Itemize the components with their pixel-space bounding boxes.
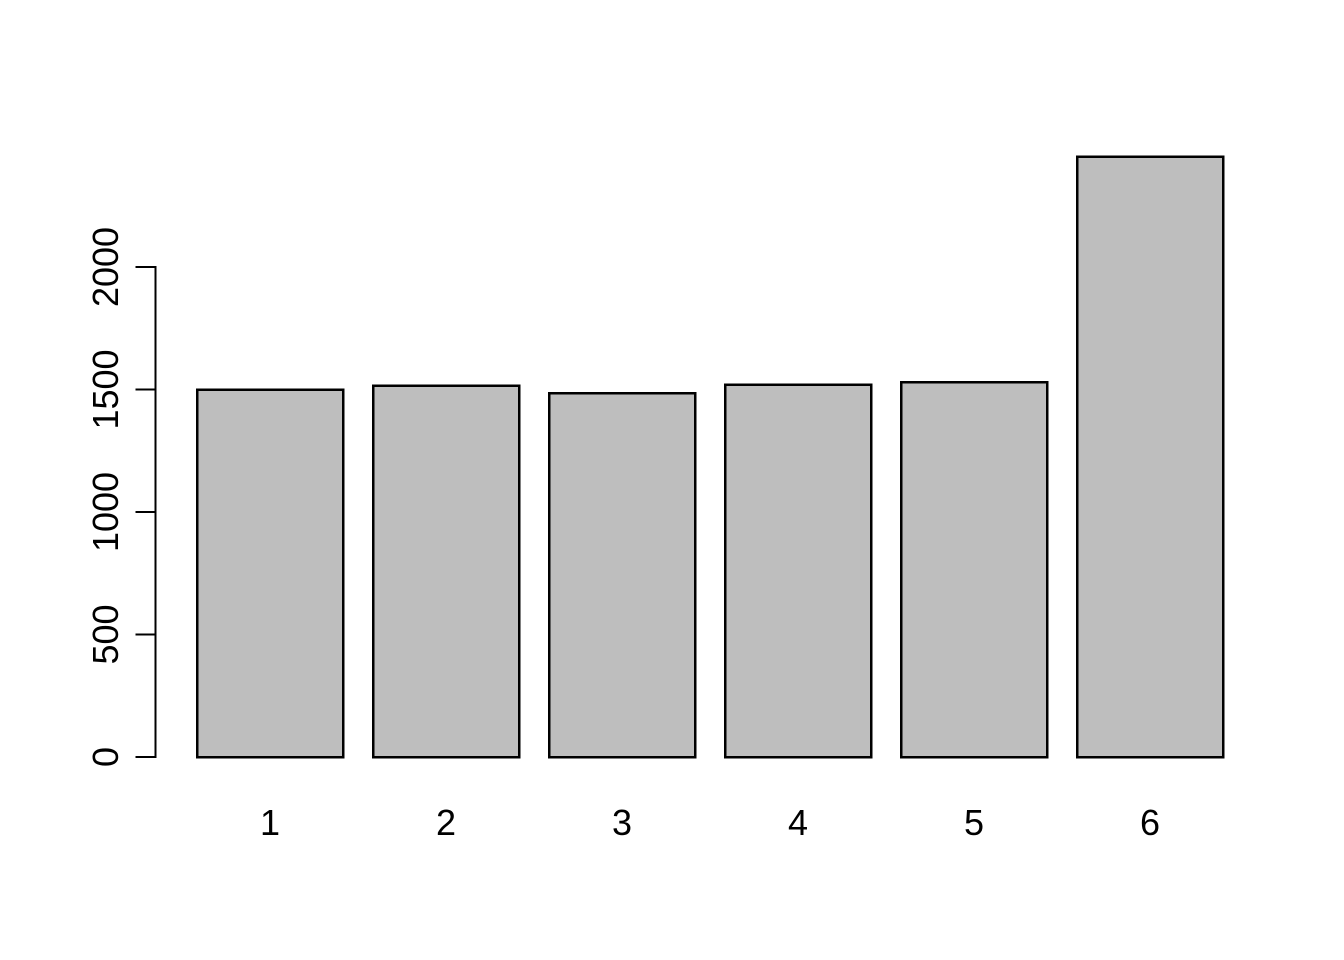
y-axis-tick-label: 2000 [85, 227, 126, 307]
bar-category-1 [195, 388, 345, 759]
bars [195, 155, 1225, 759]
x-category-label: 5 [964, 802, 984, 843]
x-axis-labels: 1 2 3 4 5 6 [260, 802, 1160, 843]
x-category-label: 2 [436, 802, 456, 843]
bar-category-4 [723, 383, 873, 759]
x-category-label: 6 [1140, 802, 1160, 843]
y-axis-tick-label: 1000 [85, 472, 126, 552]
x-category-label: 3 [612, 802, 632, 843]
y-axis-tick-label: 0 [85, 747, 126, 767]
y-axis: 0 500 1000 1500 2000 [85, 227, 157, 767]
bar-category-2 [371, 384, 521, 759]
x-category-label: 4 [788, 802, 808, 843]
bar-category-6 [1075, 155, 1225, 759]
bar-category-5 [899, 380, 1049, 759]
bar-category-3 [547, 391, 697, 759]
x-category-label: 1 [260, 802, 280, 843]
y-axis-tick-label: 1500 [85, 349, 126, 429]
y-axis-tick-label: 500 [85, 604, 126, 664]
